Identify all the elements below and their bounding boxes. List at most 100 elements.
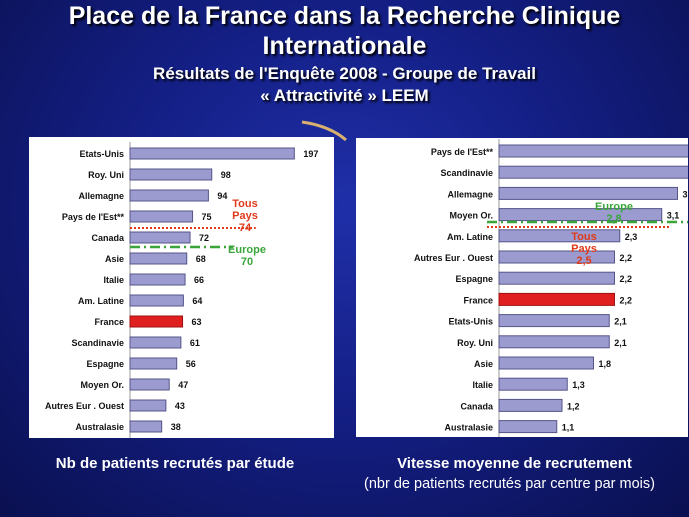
value-label-moyen-or: 3,1	[667, 211, 680, 221]
value-label-etats-unis: 2,1	[614, 317, 627, 327]
bar-asie	[129, 252, 188, 265]
reference-label-europe-1: 70	[241, 256, 253, 268]
category-label-australasie: Australasie	[75, 422, 124, 432]
bar-autres-eur-ouest	[498, 250, 615, 264]
category-label-scandinavie: Scandinavie	[440, 168, 493, 178]
value-label-italie: 66	[194, 275, 204, 285]
category-label-scandinavie: Scandinavie	[71, 338, 124, 348]
bar-france	[498, 292, 615, 306]
chart-patients-per-study: Etats-Unis 197 Roy. Uni 98 Allemagne 94 Pays d…	[29, 137, 334, 438]
bar-espagne	[129, 357, 178, 370]
value-label-canada: 72	[199, 233, 209, 243]
value-label-etats-unis: 197	[303, 149, 318, 159]
category-label-asie: Asie	[474, 359, 493, 369]
category-label-etats-unis: Etats-Unis	[79, 149, 124, 159]
value-label-france: 2,2	[620, 295, 633, 305]
reference-label-europe-1: 2,8	[606, 213, 621, 225]
value-label-am-latine: 2,3	[625, 232, 638, 242]
bar-canada	[498, 398, 563, 412]
bar-france	[129, 315, 184, 328]
caption-right-subtitle: (nbr de patients recrutés par centre par…	[364, 476, 655, 492]
title-line-2: Internationale	[262, 32, 427, 60]
value-label-canada: 1,2	[567, 401, 580, 411]
chart-recruitment-speed: Pays de l'Est**3,9Scandinavie3,8Allemagn…	[356, 138, 689, 439]
reference-label-tous-1: Pays	[232, 210, 258, 222]
subtitle-line-1: Résultats de l'Enquête 2008 - Groupe de …	[153, 64, 536, 83]
bar-autres-eur-ouest	[129, 399, 167, 412]
title-line-1: Place de la France dans la Recherche Cli…	[68, 2, 621, 30]
category-label-canada: Canada	[91, 233, 125, 243]
bar-moyen-or	[498, 208, 663, 222]
bar-allemagne	[498, 186, 678, 200]
value-label-asie: 1,8	[599, 359, 612, 369]
category-label-canada: Canada	[460, 401, 494, 411]
caption-right-title: Vitesse moyenne de recrutement	[397, 455, 632, 472]
subtitle-line-2: « Attractivité » LEEM	[260, 86, 429, 105]
reference-label-europe-0: Europe	[595, 201, 633, 213]
bar-australasie	[498, 420, 558, 434]
category-label-italie: Italie	[472, 380, 493, 390]
bar-espagne	[498, 271, 615, 285]
category-label-am-latine: Am. Latine	[447, 232, 493, 242]
category-label-allemagne: Allemagne	[447, 189, 493, 199]
category-label-moyen-or: Moyen Or.	[80, 380, 124, 390]
bar-am-latine	[498, 229, 621, 243]
bar-asie	[498, 356, 594, 370]
bar-australasie	[129, 420, 163, 433]
category-label-moyen-or: Moyen Or.	[449, 211, 493, 221]
bar-canada	[129, 231, 191, 244]
value-label-scandinavie: 61	[190, 338, 200, 348]
value-label-australasie: 38	[171, 422, 181, 432]
category-label-asie: Asie	[105, 254, 124, 264]
category-label-italie: Italie	[103, 275, 124, 285]
category-label-france: France	[94, 317, 124, 327]
category-label-allemagne: Allemagne	[78, 191, 124, 201]
category-label-roy-uni: Roy. Uni	[88, 170, 124, 180]
value-label-autres-eur-ouest: 2,2	[620, 253, 633, 263]
bar-scandinavie	[129, 336, 182, 349]
reference-label-europe-0: Europe	[228, 244, 266, 256]
decorative-curve	[301, 120, 347, 142]
bar-italie	[129, 273, 186, 286]
reference-label-tous-1: Pays	[571, 243, 597, 255]
category-label-roy-uni: Roy. Uni	[457, 338, 493, 348]
bar-italie	[498, 377, 568, 391]
category-label-autres-eur-ouest: Autres Eur . Ouest	[45, 401, 124, 411]
value-label-am-latine: 64	[192, 296, 202, 306]
reference-label-tous-2: 74	[239, 222, 252, 234]
caption-left: Nb de patients recrutés par étude	[55, 455, 295, 472]
category-label-pays-de-l-est: Pays de l'Est**	[62, 212, 125, 222]
reference-label-tous-0: Tous	[571, 231, 596, 243]
category-label-espagne: Espagne	[455, 274, 493, 284]
category-label-am-latine: Am. Latine	[78, 296, 124, 306]
bar-pays-de-l-est	[498, 144, 689, 158]
category-label-autres-eur-ouest: Autres Eur . Ouest	[414, 253, 493, 263]
category-label-pays-de-l-est: Pays de l'Est**	[431, 147, 494, 157]
chart-recruitment-speed-svg: Pays de l'Est**3,9Scandinavie3,8Allemagn…	[414, 139, 689, 439]
reference-label-tous-2: 2,5	[576, 255, 591, 267]
bar-scandinavie	[498, 165, 689, 179]
category-label-australasie: Australasie	[444, 423, 493, 433]
bar-roy-uni	[498, 335, 610, 349]
value-label-pays-de-l-est: 75	[202, 212, 212, 222]
category-label-france: France	[463, 295, 493, 305]
value-label-asie: 68	[196, 254, 206, 264]
value-label-roy-uni: 2,1	[614, 338, 627, 348]
bar-am-latine	[129, 294, 184, 307]
bar-allemagne	[129, 189, 209, 202]
value-label-australasie: 1,1	[562, 423, 575, 433]
bar-etats-unis	[129, 147, 295, 160]
value-label-allemagne: 94	[217, 191, 227, 201]
value-label-allemagne: 3,4	[683, 189, 689, 199]
category-label-espagne: Espagne	[86, 359, 124, 369]
value-label-moyen-or: 47	[178, 380, 188, 390]
bar-pays-de-l-est	[129, 210, 194, 223]
value-label-espagne: 56	[186, 359, 196, 369]
bar-roy-uni	[129, 168, 213, 181]
bar-moyen-or	[129, 378, 170, 391]
category-label-etats-unis: Etats-Unis	[448, 317, 493, 327]
chart-patients-per-study-svg: Etats-Unis 197 Roy. Uni 98 Allemagne 94 Pays d…	[45, 142, 318, 438]
value-label-france: 63	[192, 317, 202, 327]
value-label-italie: 1,3	[572, 380, 585, 390]
reference-label-tous-0: Tous	[232, 198, 257, 210]
